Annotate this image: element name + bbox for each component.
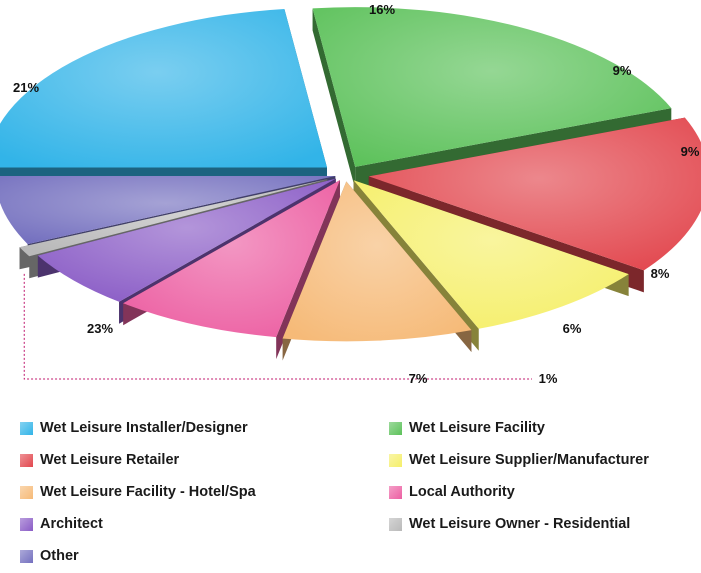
legend-swatch — [20, 485, 33, 499]
data-label: 6% — [563, 321, 582, 336]
data-label: 16% — [369, 2, 395, 17]
pie-slice-wet-leisure-facility-hotel-spa — [282, 181, 472, 361]
data-label: 7% — [409, 371, 428, 386]
legend-swatch — [20, 453, 33, 467]
chart-legend: Wet Leisure Installer/Designer Wet Leisur… — [0, 418, 701, 573]
data-label: 9% — [681, 144, 700, 159]
legend-item: Other — [20, 546, 79, 566]
data-label: 8% — [651, 266, 670, 281]
legend-label: Wet Leisure Retailer — [40, 452, 180, 468]
legend-label: Wet Leisure Supplier/Manufacturer — [409, 452, 649, 468]
legend-swatch — [389, 453, 402, 467]
data-label: 21% — [13, 80, 39, 95]
leader-line — [23, 273, 532, 380]
pie-chart: 23% 21% 16% 9% 9% 8% 6% 1% 7% — [0, 2, 701, 386]
pie-slice-local-authority — [123, 180, 340, 360]
legend-swatch — [389, 421, 402, 435]
legend-swatch — [20, 549, 33, 563]
data-label: 1% — [539, 371, 558, 386]
pie-slice-wet-leisure-installer-designer — [0, 9, 327, 190]
legend-item: Wet Leisure Supplier/Manufacturer — [389, 450, 649, 470]
legend-label: Wet Leisure Owner - Residential — [409, 516, 631, 532]
legend-item: Wet Leisure Installer/Designer — [20, 418, 248, 438]
legend-item: Wet Leisure Facility — [389, 418, 545, 438]
legend-swatch — [20, 421, 33, 435]
legend-swatch — [389, 517, 402, 531]
legend-label: Local Authority — [409, 484, 515, 500]
data-label: 9% — [613, 63, 632, 78]
data-label: 23% — [87, 321, 113, 336]
legend-label: Wet Leisure Facility — [409, 420, 545, 436]
legend-label: Other — [40, 548, 79, 564]
legend-swatch — [20, 517, 33, 531]
legend-label: Wet Leisure Installer/Designer — [40, 420, 248, 436]
legend-item: Wet Leisure Owner - Residential — [389, 514, 630, 534]
legend-item: Wet Leisure Facility - Hotel/Spa — [20, 482, 256, 502]
legend-label: Architect — [40, 516, 103, 532]
legend-item: Wet Leisure Retailer — [20, 450, 179, 470]
legend-swatch — [389, 485, 402, 499]
legend-label: Wet Leisure Facility - Hotel/Spa — [40, 484, 256, 500]
legend-item: Local Authority — [389, 482, 515, 502]
legend-item: Architect — [20, 514, 103, 534]
